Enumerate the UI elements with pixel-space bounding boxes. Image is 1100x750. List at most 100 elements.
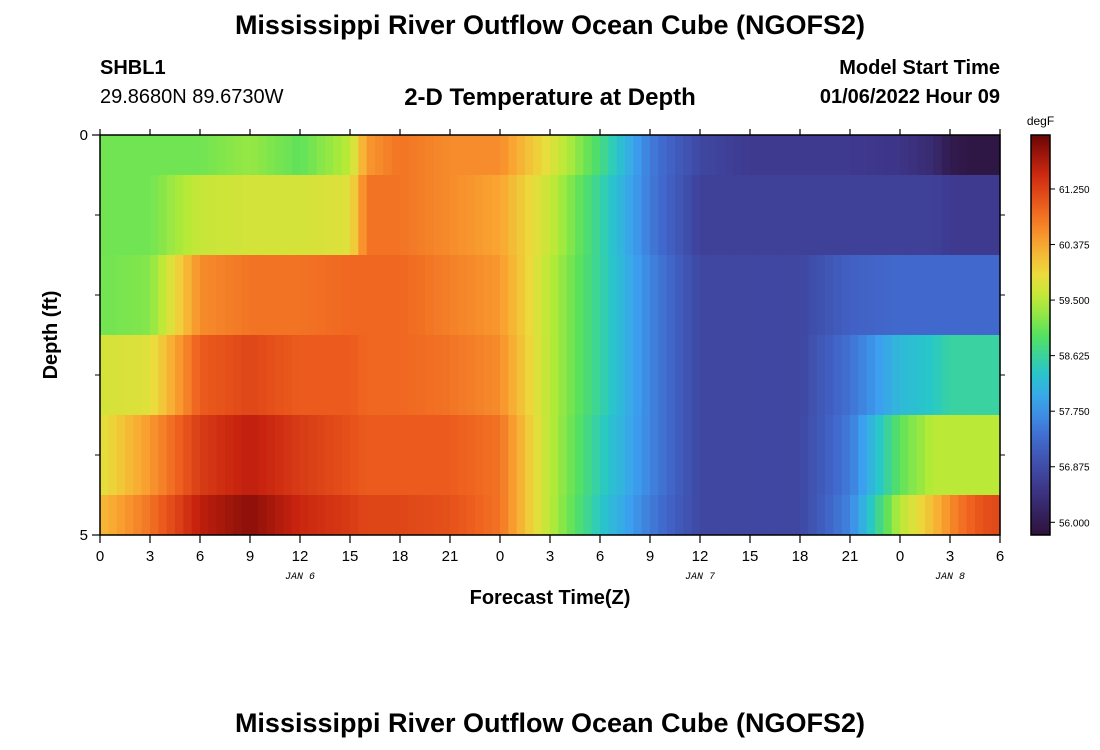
heatmap-cell — [275, 175, 284, 256]
heatmap-cell — [125, 175, 134, 256]
heatmap-cell — [758, 255, 768, 336]
heatmap-cell — [666, 335, 676, 416]
heatmap-cell — [875, 255, 884, 336]
heatmap-cell — [275, 135, 284, 176]
heatmap-cell — [591, 135, 601, 176]
heatmap-cell — [150, 415, 159, 496]
heatmap-cell — [458, 255, 468, 336]
heatmap-cell — [641, 255, 651, 336]
heatmap-cell — [416, 175, 426, 256]
heatmap-cell — [900, 135, 909, 176]
heatmap-chart: 0 3 6 9 12 15 18 21 0 3 6 9 12 15 18 21 0 3 6 JAN 6 JAN 7 JAN… — [40, 114, 1090, 609]
heatmap-cell — [350, 135, 359, 176]
heatmap-cell — [233, 175, 243, 256]
heatmap-cell — [441, 175, 451, 256]
heatmap-cell — [683, 495, 693, 536]
heatmap-cell — [483, 495, 493, 536]
heatmap-cell — [666, 175, 676, 256]
colorbar-tick-label: 60.375 — [1059, 241, 1090, 252]
colorbar-tick-label: 58.625 — [1059, 352, 1090, 363]
heatmap-cell — [200, 255, 209, 336]
heatmap-cell — [950, 415, 959, 496]
heatmap-cell — [383, 175, 393, 256]
heatmap-cell — [158, 135, 168, 176]
heatmap-cell — [308, 495, 318, 536]
heatmap-cell — [433, 335, 443, 416]
heatmap-cell — [116, 255, 126, 336]
heatmap-cell — [683, 175, 693, 256]
heatmap-cell — [308, 335, 318, 416]
heatmap-cell — [158, 255, 168, 336]
heatmap-cell — [625, 255, 634, 336]
heatmap-cell — [991, 135, 1001, 176]
heatmap-cell — [225, 495, 234, 536]
heatmap-cell — [166, 135, 176, 176]
x-tick-label: 0 — [96, 548, 104, 565]
heatmap-cell — [975, 415, 984, 496]
heatmap-cell — [741, 495, 751, 536]
heatmap-cell — [875, 335, 884, 416]
heatmap-cell — [908, 255, 918, 336]
heatmap-cell — [908, 135, 918, 176]
heatmap-cell — [958, 335, 968, 416]
heatmap-cell — [125, 415, 134, 496]
heatmap-cell — [491, 495, 501, 536]
heatmap-cell — [758, 335, 768, 416]
heatmap-cell — [325, 495, 334, 536]
heatmap-cell — [808, 175, 818, 256]
heatmap-cell — [491, 135, 501, 176]
heatmap-cell — [791, 495, 801, 536]
heatmap-cell — [158, 175, 168, 256]
heatmap-cell — [391, 335, 401, 416]
heatmap-cell — [966, 255, 976, 336]
heatmap-cell — [641, 335, 651, 416]
heatmap-cell — [933, 135, 943, 176]
heatmap-cell — [800, 255, 809, 336]
heatmap-cell — [933, 255, 943, 336]
heatmap-cell — [408, 255, 418, 336]
heatmap-cell — [633, 135, 643, 176]
heatmap-cell — [275, 255, 284, 336]
heatmap-cell — [633, 255, 643, 336]
heatmap-cell — [166, 495, 176, 536]
heatmap-cell — [316, 335, 326, 416]
heatmap-cell — [216, 175, 226, 256]
heatmap-cell — [625, 495, 634, 536]
heatmap-cell — [866, 255, 876, 336]
heatmap-cell — [250, 415, 259, 496]
heatmap-cell — [525, 135, 534, 176]
heatmap-cell — [725, 495, 734, 536]
heatmap-cell — [366, 415, 376, 496]
heatmap-cell — [125, 255, 134, 336]
heatmap-cell — [125, 335, 134, 416]
heatmap-cell — [525, 415, 534, 496]
colorbar-ticks: 61.250 60.375 59.500 58.625 57.750 56.875 56.0… — [1050, 185, 1090, 529]
x-tick-label: 3 — [546, 548, 554, 565]
heatmap-cell — [550, 335, 559, 416]
x-tick-label: 18 — [392, 548, 409, 565]
heatmap-cell — [850, 495, 859, 536]
heatmap-cell — [458, 495, 468, 536]
heatmap-cell — [616, 335, 626, 416]
heatmap-cell — [291, 135, 301, 176]
heatmap-cell — [816, 175, 826, 256]
heatmap-cell — [175, 255, 184, 336]
heatmap-cell — [616, 255, 626, 336]
heatmap-cell — [508, 135, 518, 176]
heatmap-cell — [358, 175, 368, 256]
second-chart-title: Mississippi River Outflow Ocean Cube (NG… — [234, 708, 866, 738]
heatmap-cell — [425, 175, 434, 256]
heatmap-cell — [191, 175, 201, 256]
heatmap-cell — [341, 135, 351, 176]
heatmap-cell — [508, 415, 518, 496]
heatmap-cell — [983, 255, 993, 336]
heatmap-cell — [150, 335, 159, 416]
heatmap-cell — [900, 415, 909, 496]
heatmap-cell — [225, 175, 234, 256]
heatmap-cell — [475, 415, 484, 496]
heatmap-cell — [583, 175, 593, 256]
heatmap-cell — [116, 335, 126, 416]
heatmap-cell — [125, 135, 134, 176]
heatmap-cell — [900, 495, 909, 536]
heatmap-cell — [533, 135, 543, 176]
